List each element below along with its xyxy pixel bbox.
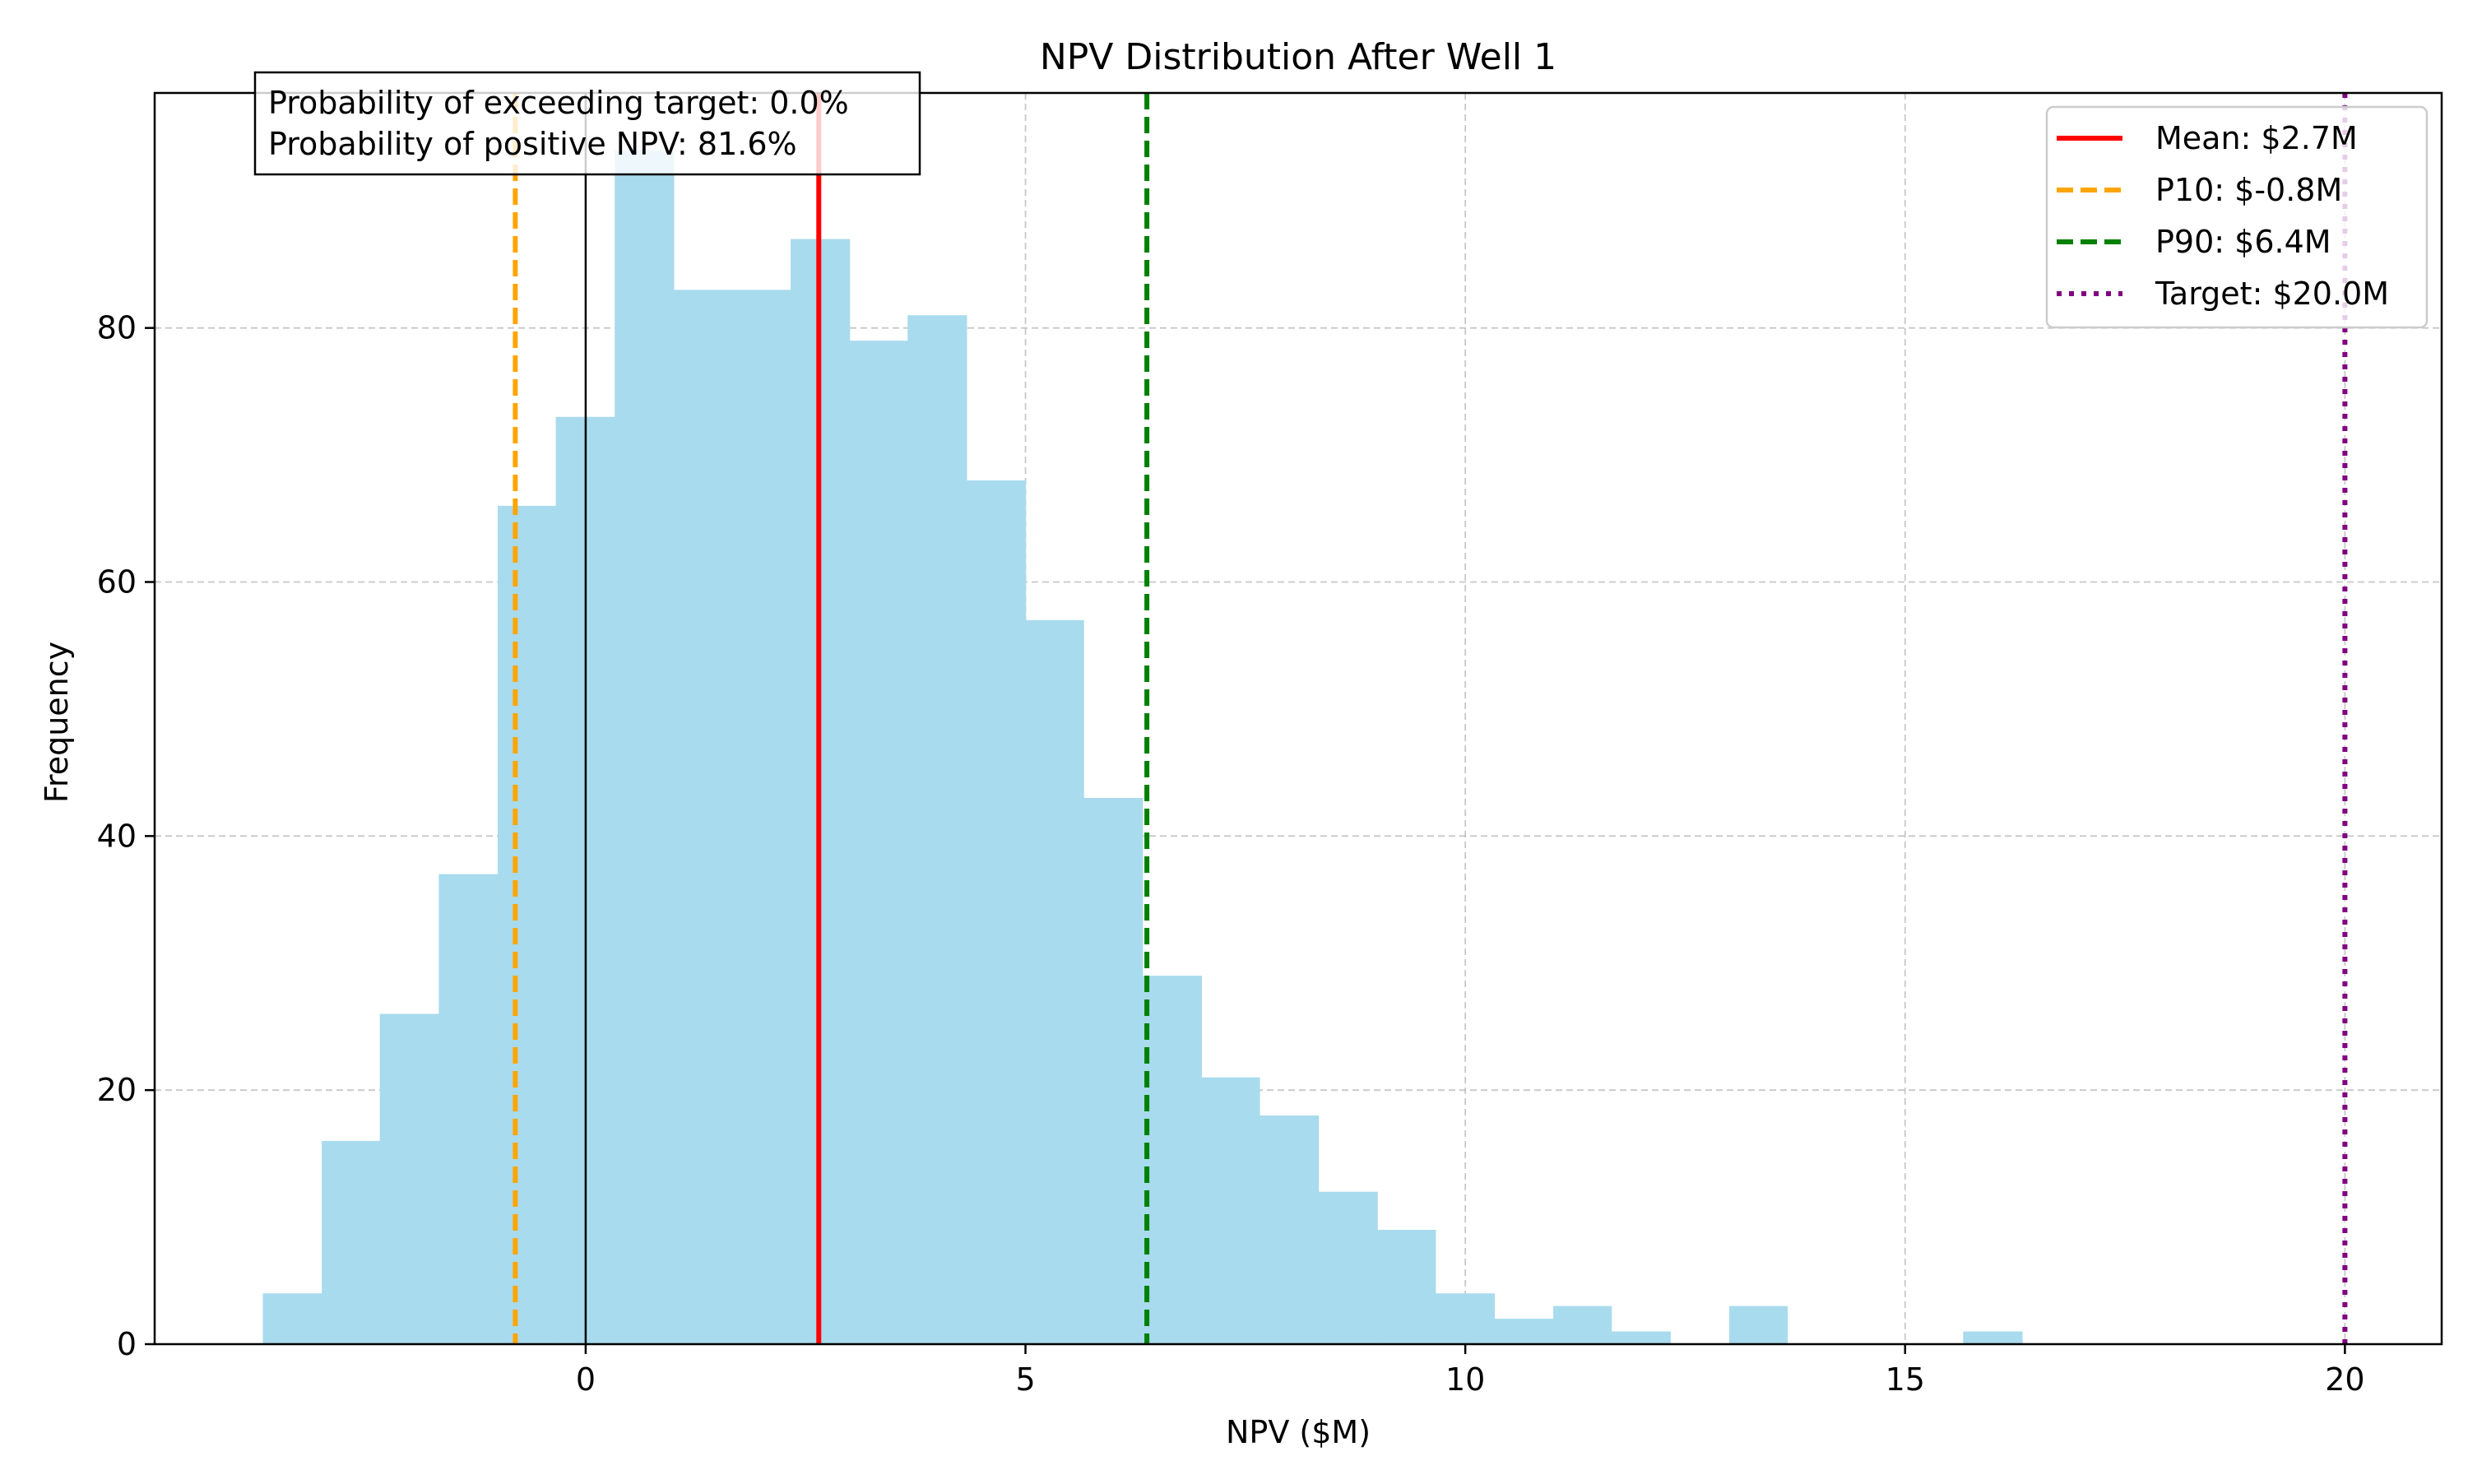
histogram-bar	[498, 505, 557, 1344]
histogram-bar	[1494, 1319, 1554, 1344]
histogram-bar	[1025, 619, 1084, 1344]
legend-label: P10: $-0.8M	[2155, 172, 2342, 208]
x-tick-label: 10	[1445, 1361, 1485, 1398]
histogram-bar	[907, 315, 967, 1345]
y-tick-label: 80	[97, 310, 137, 346]
histogram-bar	[1963, 1331, 2023, 1344]
histogram-bar	[1377, 1230, 1436, 1344]
ticks-layer: 0 5 10 15 20 0 20 40 60 80	[97, 310, 2365, 1398]
histogram-bar	[1435, 1293, 1496, 1344]
x-tick-label: 15	[1886, 1361, 1925, 1398]
y-tick-label: 60	[97, 564, 137, 601]
histogram-bar	[673, 290, 733, 1344]
histogram-bar	[849, 341, 908, 1344]
legend-label: P90: $6.4M	[2155, 224, 2331, 260]
annotation-line-target: Probability of exceeding target: 0.0%	[268, 85, 849, 121]
y-tick-label: 20	[97, 1072, 137, 1108]
axes-frame	[153, 91, 2443, 1346]
histogram-bar	[322, 1140, 381, 1344]
histogram-bar	[1259, 1115, 1320, 1344]
probability-annotation: Probability of exceeding target: 0.0% Pr…	[253, 71, 921, 176]
y-axis-label: Frequency	[39, 642, 75, 803]
histogram-bar	[262, 1293, 322, 1344]
histogram-bar	[1318, 1191, 1378, 1344]
annotation-line-positive: Probability of positive NPV: 81.6%	[268, 126, 797, 162]
x-tick-label: 20	[2325, 1361, 2364, 1398]
chart-title: NPV Distribution After Well 1	[1040, 36, 1556, 78]
histogram-bar	[1083, 798, 1144, 1344]
legend: Mean: $2.7M P10: $-0.8M P90: $6.4M Target: …	[2045, 105, 2429, 329]
x-tick-label: 0	[576, 1361, 596, 1398]
histogram-bar	[1611, 1331, 1671, 1344]
y-tick-label: 40	[97, 818, 137, 854]
histogram-bar	[731, 290, 791, 1344]
histogram-bar	[1728, 1305, 1788, 1344]
legend-label: Mean: $2.7M	[2155, 120, 2358, 156]
x-tick-label: 5	[1015, 1361, 1035, 1398]
histogram-bar	[379, 1013, 439, 1344]
bars-layer	[262, 150, 2023, 1345]
histogram-bar	[1201, 1077, 1260, 1344]
histogram-bar	[1142, 976, 1202, 1344]
histogram-bar	[615, 150, 675, 1344]
histogram-bar	[966, 480, 1027, 1345]
histogram-bar	[438, 874, 499, 1344]
legend-frame	[2045, 105, 2429, 329]
histogram-bar	[1553, 1305, 1612, 1344]
reference-lines-layer	[513, 93, 2348, 1344]
annotation-frame	[253, 71, 921, 176]
y-tick-label: 0	[117, 1326, 137, 1362]
legend-label: Target: $20.0M	[2155, 276, 2389, 312]
x-axis-label: NPV ($M)	[1226, 1414, 1371, 1450]
